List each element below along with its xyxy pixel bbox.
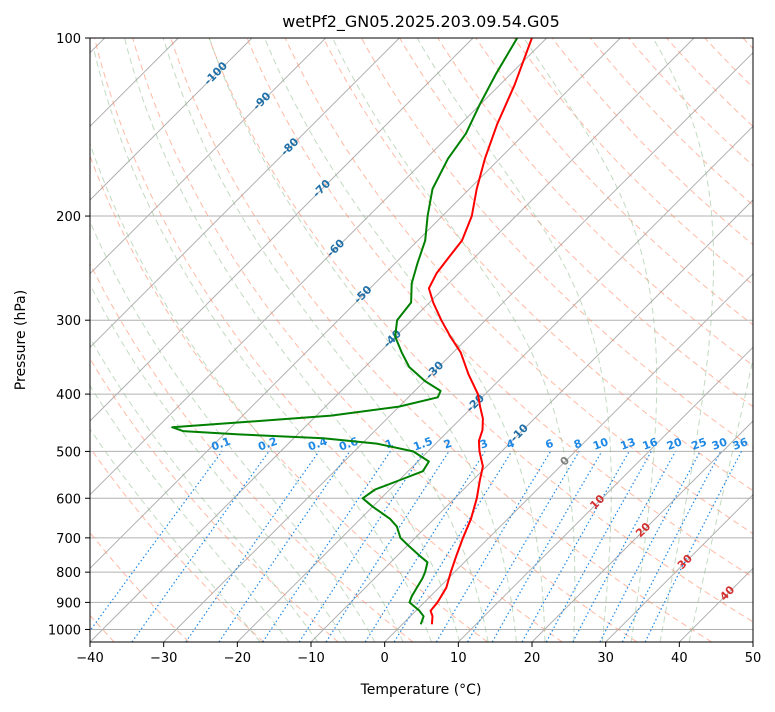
x-tick-label: −10	[297, 651, 324, 666]
y-tick-label: 500	[56, 445, 81, 460]
x-tick-label: 20	[524, 651, 541, 666]
y-tick-label: 800	[56, 566, 81, 581]
y-tick-label: 300	[56, 314, 81, 329]
x-tick-label: 50	[745, 651, 762, 666]
y-tick-label: 100	[56, 32, 81, 47]
y-tick-label: 700	[56, 532, 81, 547]
x-tick-label: 40	[671, 651, 688, 666]
x-tick-label: −40	[76, 651, 103, 666]
y-axis-label: Pressure (hPa)	[13, 290, 29, 390]
x-axis-label: Temperature (°C)	[360, 682, 482, 698]
x-tick-label: 10	[450, 651, 467, 666]
y-tick-label: 1000	[48, 623, 81, 638]
chart-title: wetPf2_GN05.2025.203.09.54.G05	[282, 12, 560, 32]
x-tick-label: −30	[150, 651, 177, 666]
x-tick-label: −20	[224, 651, 251, 666]
y-tick-label: 900	[56, 596, 81, 611]
x-tick-label: 0	[381, 651, 389, 666]
x-tick-label: 30	[597, 651, 614, 666]
y-tick-label: 600	[56, 492, 81, 507]
y-tick-label: 400	[56, 388, 81, 403]
y-tick-label: 200	[56, 210, 81, 225]
